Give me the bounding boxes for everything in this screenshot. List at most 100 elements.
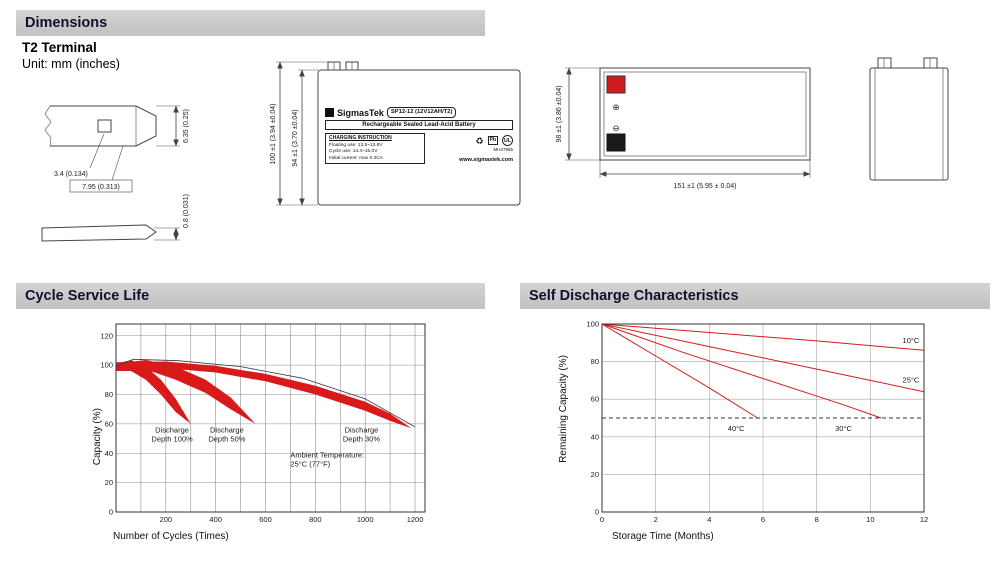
self-discharge-x-axis-label: Storage Time (Months) <box>612 531 714 542</box>
charging-title: CHARGING INSTRUCTION <box>329 135 392 141</box>
charging-line-3: Initial current: max 0.3CA <box>329 155 383 161</box>
x-tick-label: 8 <box>815 515 819 524</box>
recycle-icon: ♻ <box>475 135 484 146</box>
charging-line-2: Cycle use: 14.4~15.0V <box>329 149 378 155</box>
x-tick-label: 12 <box>920 515 928 524</box>
label-lower-row: CHARGING INSTRUCTION Floating use: 13.5~… <box>325 133 513 165</box>
series-line <box>601 323 925 351</box>
unit-note: Unit: mm (inches) <box>22 57 120 71</box>
chart-annotation: Ambient Temperature: 25°C (77°F) <box>290 451 364 469</box>
terminal-detail-drawing: 6.35 (0.25) 3.4 (0.134) 7.95 (0.313) 0.8… <box>41 105 190 242</box>
cycle-x-axis-label: Number of Cycles (Times) <box>113 531 229 542</box>
y-tick-label: 100 <box>100 361 113 370</box>
brand-name: SigmasTek <box>337 107 384 118</box>
brand-logo-icon <box>325 108 334 117</box>
chart-annotation: 10°C <box>903 336 920 345</box>
y-tick-label: 40 <box>591 432 599 441</box>
dim-terminal-height: 6.35 (0.25) <box>183 109 190 143</box>
front-view-drawing: 100 ±1 (3.94 ±0.04) 94 ±1 (3.70 ±0.04) S… <box>232 54 532 219</box>
top-view-drawing: ⊕ ⊖ 98 ±1 (3.86 ±0.04) 151 ±1 (5.95 ± 0.… <box>556 67 811 190</box>
pb-recycle-icon: Pb <box>487 136 498 145</box>
front-view-outline: 100 ±1 (3.94 ±0.04) 94 ±1 (3.70 ±0.04) <box>270 61 521 206</box>
dim-case-height: 94 ±1 (3.70 ±0.04) <box>292 109 299 166</box>
discharge-band <box>116 361 412 429</box>
dim-width-box <box>69 179 133 193</box>
positive-terminal <box>606 75 626 94</box>
y-tick-label: 80 <box>591 357 599 366</box>
section-title: Dimensions <box>25 15 108 31</box>
case-inner-line <box>603 71 807 157</box>
dim-terminal-width: 7.95 (0.313) <box>82 184 120 191</box>
dim-terminal-hole: 3.4 (0.134) <box>54 171 88 178</box>
plot-area <box>115 323 426 513</box>
side-view-drawing <box>869 57 949 181</box>
x-tick-label: 1000 <box>357 515 374 524</box>
x-tick-label: 600 <box>259 515 272 524</box>
x-tick-label: 2 <box>654 515 658 524</box>
side-terminal-2 <box>923 57 938 69</box>
label-brand-row: SigmasTek SP12-12 (12V12AH/T2) <box>325 107 513 118</box>
y-tick-label: 100 <box>586 320 599 329</box>
dim-overall-height: 100 ±1 (3.94 ±0.04) <box>270 103 277 164</box>
self-discharge-chart: 0 2 4 6 8 10 12 0 20 40 60 80 100 10°C 25°C 30°C 40°C <box>586 320 928 525</box>
ul-mark-icon: UL <box>502 135 513 146</box>
battery-case-top <box>599 67 811 161</box>
positive-symbol: ⊕ <box>612 102 619 112</box>
chart-annotation: 30°C <box>835 424 852 433</box>
x-tick-label: 1200 <box>407 515 424 524</box>
x-tick-label: 200 <box>160 515 173 524</box>
plot-border <box>601 323 925 513</box>
y-tick-label: 60 <box>591 395 599 404</box>
terminal-type-title: T2 Terminal <box>22 40 97 55</box>
series-line <box>115 358 416 428</box>
terminal-thickness-profile <box>41 224 157 242</box>
battery-case-side <box>869 67 949 181</box>
chart-annotation: Discharge Depth 50% <box>208 426 245 444</box>
series-line <box>601 323 758 419</box>
charging-line-1: Floating use: 13.5~13.8V <box>329 142 383 148</box>
chart-annotation: 25°C <box>903 375 920 384</box>
battery-label: SigmasTek SP12-12 (12V12AH/T2) Rechargea… <box>322 105 516 199</box>
y-tick-label: 40 <box>105 449 113 458</box>
terminal-hole <box>97 119 112 133</box>
charging-instruction-box: CHARGING INSTRUCTION Floating use: 13.5~… <box>325 133 425 165</box>
negative-symbol: ⊖ <box>612 123 619 133</box>
dim-top-length: 151 ±1 (5.95 ± 0.04) <box>674 183 737 190</box>
y-tick-label: 20 <box>591 470 599 479</box>
y-tick-label: 120 <box>100 331 113 340</box>
terminal-tab-outline <box>50 105 157 147</box>
battery-case-front <box>317 69 521 206</box>
section-header-self-discharge: Self Discharge Characteristics <box>520 283 990 309</box>
x-tick-label: 400 <box>209 515 222 524</box>
series-line <box>601 323 925 393</box>
y-tick-label: 60 <box>105 419 113 428</box>
ul-file-number: MH47855 <box>493 147 513 152</box>
battery-type-strip: Rechargeable Sealed Lead-Acid Battery <box>325 120 513 130</box>
label-icon-row: ♻ Pb UL <box>476 135 513 146</box>
y-tick-label: 0 <box>595 508 599 517</box>
cycle-service-life-chart: 200 400 600 800 1000 1200 0 20 40 60 80 100 120 Disch… <box>100 323 426 524</box>
side-terminal-1 <box>877 57 892 69</box>
y-tick-label: 0 <box>109 508 113 517</box>
x-tick-label: 800 <box>309 515 322 524</box>
chart-annotation: Discharge Depth 30% <box>343 426 380 444</box>
section-header-dimensions: Dimensions <box>16 10 485 36</box>
x-tick-label: 10 <box>866 515 874 524</box>
x-tick-label: 6 <box>761 515 765 524</box>
negative-terminal <box>606 133 626 152</box>
break-line <box>44 105 52 147</box>
section-title: Cycle Service Life <box>25 288 150 304</box>
x-tick-label: 0 <box>600 515 604 524</box>
plot-border <box>115 323 426 513</box>
model-badge: SP12-12 (12V12AH/T2) <box>386 107 457 118</box>
chart-annotation: Discharge Depth 100% <box>151 426 193 444</box>
chart-annotation: 40°C <box>728 424 745 433</box>
dim-terminal-thickness: 0.8 (0.031) <box>183 194 190 228</box>
label-icons-column: ♻ Pb UL MH47855 www.sigmastek.com <box>430 133 513 164</box>
website-text: www.sigmastek.com <box>459 157 513 163</box>
x-tick-label: 4 <box>707 515 711 524</box>
series-line <box>601 323 882 419</box>
y-tick-label: 20 <box>105 478 113 487</box>
section-title: Self Discharge Characteristics <box>529 288 739 304</box>
